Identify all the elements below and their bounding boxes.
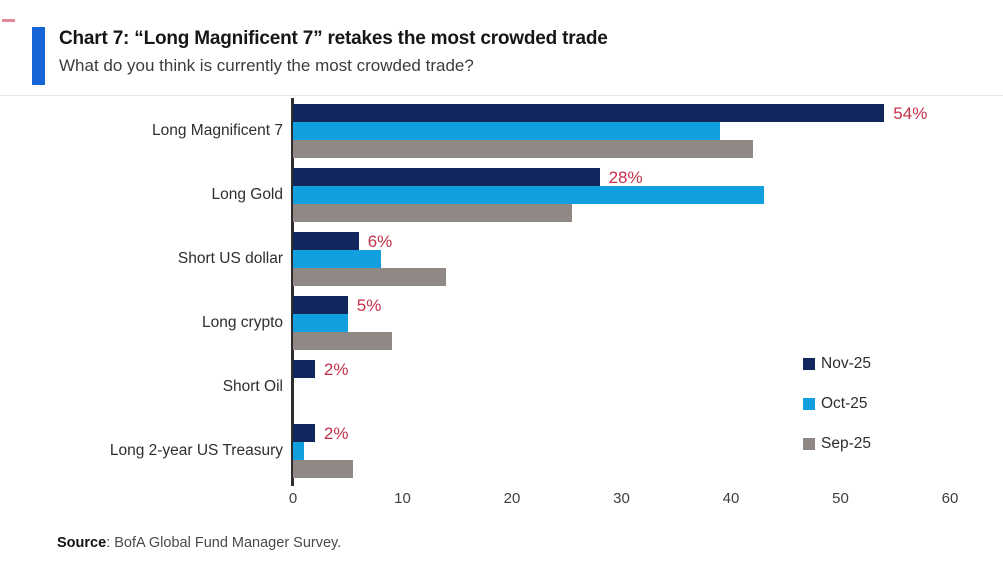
category-label: Long Magnificent 7 (152, 122, 283, 139)
source-note: Source: BofA Global Fund Manager Survey. (57, 535, 341, 551)
legend-item-oct-25: Oct-25 (803, 384, 871, 424)
legend-label: Nov-25 (821, 355, 871, 372)
legend-item-nov-25: Nov-25 (803, 344, 871, 384)
data-label: 28% (608, 168, 643, 187)
chart-title: Chart 7: “Long Magnificent 7” retakes th… (59, 28, 608, 49)
chart-legend: Nov-25 Oct-25 Sep-25 (803, 344, 871, 464)
bar-nov-25 (293, 360, 315, 378)
bar-nov-25 (293, 424, 315, 442)
x-tick-label: 50 (832, 490, 849, 507)
x-tick-label: 40 (722, 490, 740, 507)
legend-item-sep-25: Sep-25 (803, 424, 871, 464)
bar-nov-25 (293, 168, 600, 186)
bar-sep-25 (293, 268, 447, 286)
x-tick-label: 10 (394, 490, 411, 507)
x-tick-label: 0 (288, 490, 298, 507)
title-accent-bar (32, 27, 45, 85)
bar-nov-25 (293, 104, 885, 122)
category-label: Long 2-year US Treasury (109, 442, 283, 459)
category-label: Short Oil (222, 378, 283, 395)
bar-oct-25 (293, 314, 348, 332)
header-divider (0, 95, 1003, 96)
data-label: 54% (893, 104, 928, 123)
category-label: Long Gold (211, 186, 283, 203)
y-axis-line (291, 98, 294, 486)
data-label: 6% (367, 232, 393, 251)
legend-label: Oct-25 (821, 395, 868, 412)
bar-sep-25 (293, 140, 753, 158)
bar-sep-25 (293, 332, 392, 350)
x-tick-label: 20 (503, 490, 521, 507)
data-label: 2% (323, 424, 349, 443)
bar-oct-25 (293, 122, 721, 140)
data-label: 2% (323, 360, 349, 379)
bar-nov-25 (293, 296, 348, 314)
bar-sep-25 (293, 460, 354, 478)
red-dash-artifact (2, 19, 15, 22)
source-label: Source (57, 535, 107, 551)
x-tick-label: 60 (941, 490, 959, 507)
bar-nov-25 (293, 232, 359, 250)
x-tick-label: 30 (613, 490, 630, 507)
chart-subtitle: What do you think is currently the most … (59, 56, 474, 75)
bar-oct-25 (293, 186, 764, 204)
category-label: Long crypto (202, 314, 283, 331)
bar-sep-25 (293, 204, 573, 222)
legend-swatch (803, 398, 815, 410)
legend-label: Sep-25 (821, 435, 871, 452)
data-label: 5% (356, 296, 382, 315)
category-label: Short US dollar (177, 250, 283, 267)
legend-swatch (803, 438, 815, 450)
bar-oct-25 (293, 442, 304, 460)
source-text: : BofA Global Fund Manager Survey. (106, 535, 342, 551)
bar-oct-25 (293, 250, 381, 268)
legend-swatch (803, 358, 815, 370)
